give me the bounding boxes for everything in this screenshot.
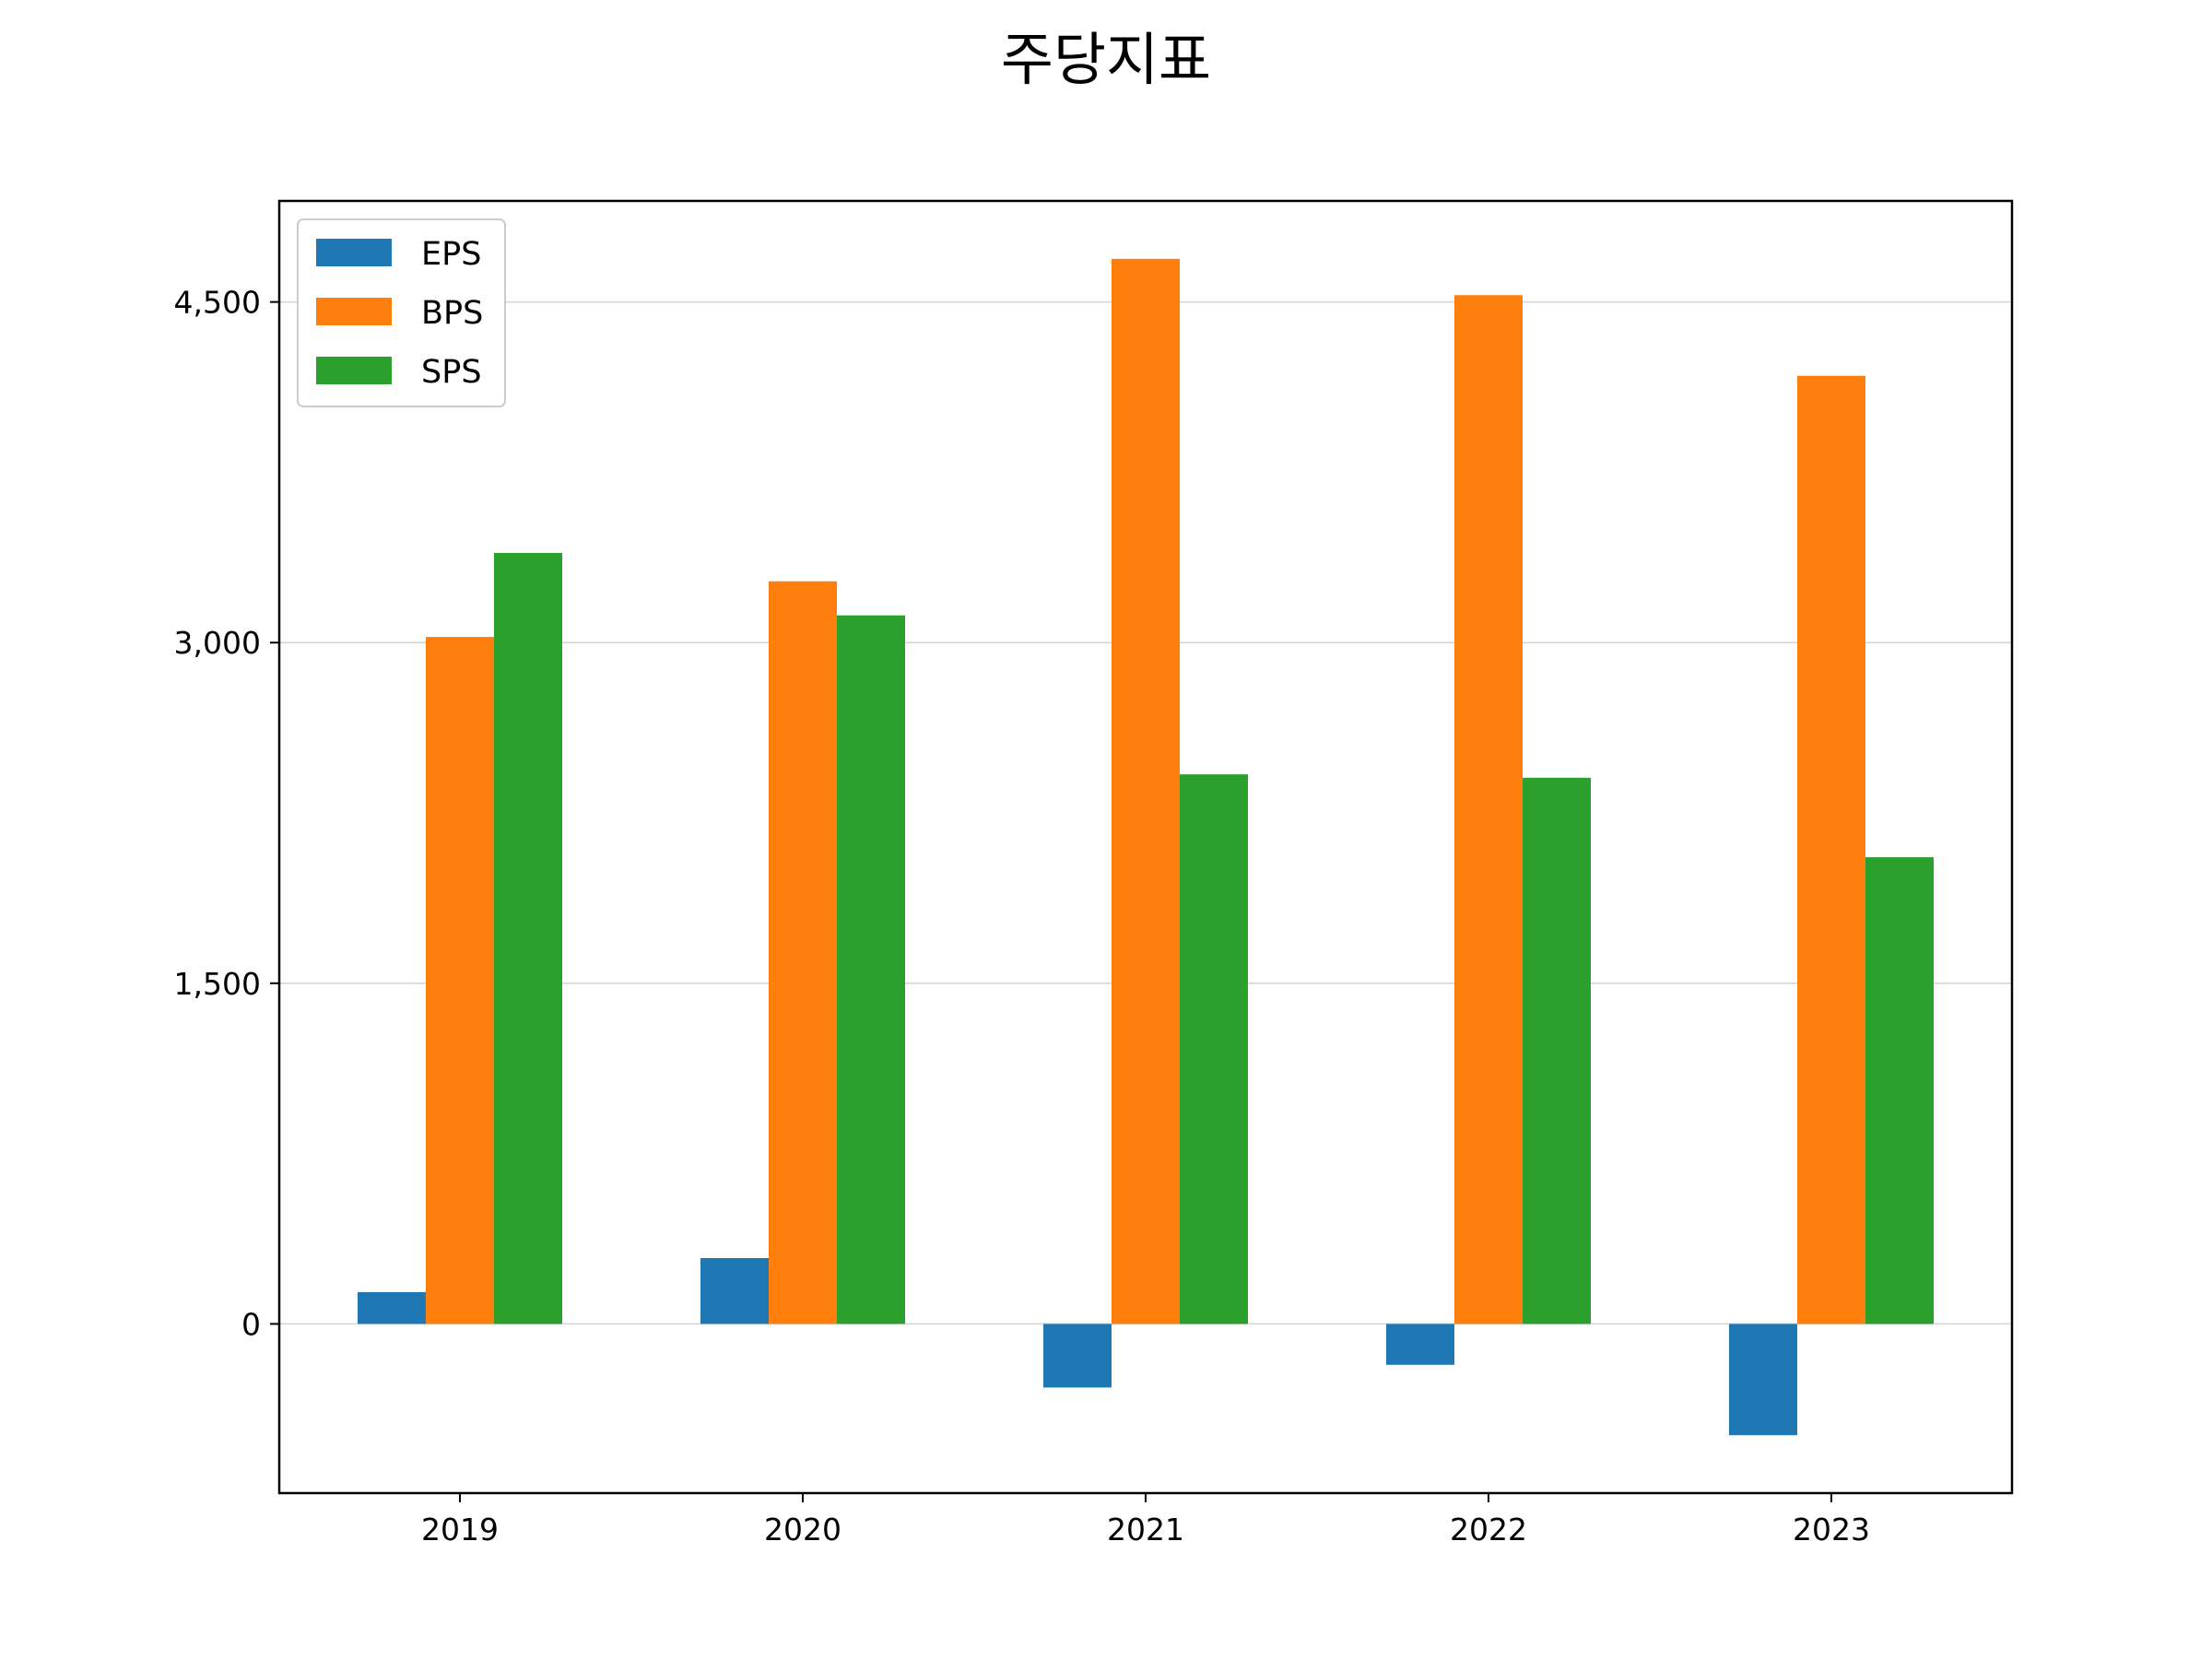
- bar-bps-2022: [1454, 295, 1523, 1324]
- y-tick-label: 1,500: [174, 966, 261, 1002]
- bar-bps-2023: [1797, 375, 1865, 1324]
- x-tick-label: 2020: [764, 1512, 841, 1547]
- bar-eps-2020: [700, 1257, 769, 1324]
- bar-sps-2019: [494, 552, 562, 1324]
- bar-eps-2019: [358, 1291, 426, 1324]
- x-tick-label: 2022: [1450, 1512, 1527, 1547]
- legend-swatch-bps: [316, 298, 392, 325]
- bar-bps-2019: [426, 637, 494, 1324]
- bar-bps-2021: [1112, 258, 1180, 1324]
- x-axis: 2019 2020 2021 2022 2023: [421, 1493, 1870, 1547]
- bars: [358, 258, 1934, 1436]
- y-axis: 0 1,500 3,000 4,500: [174, 285, 279, 1342]
- bar-eps-2021: [1043, 1324, 1112, 1388]
- y-tick-label: 3,000: [174, 625, 261, 661]
- bar-sps-2020: [837, 615, 905, 1324]
- y-tick-label: 4,500: [174, 285, 261, 321]
- bar-bps-2020: [769, 581, 837, 1324]
- legend[interactable]: EPS BPS SPS: [297, 218, 506, 407]
- x-tick-label: 2023: [1793, 1512, 1870, 1547]
- y-tick-label: 0: [241, 1306, 261, 1342]
- plot-frame: [277, 199, 2014, 1495]
- bar-sps-2022: [1523, 777, 1591, 1324]
- legend-swatch-eps: [316, 239, 392, 266]
- bar-sps-2021: [1180, 774, 1248, 1324]
- legend-label-sps: SPS: [421, 354, 482, 391]
- x-tick-label: 2019: [421, 1512, 499, 1547]
- bar-sps-2023: [1865, 857, 1934, 1324]
- bar-eps-2023: [1729, 1324, 1797, 1436]
- legend-label-bps: BPS: [421, 295, 483, 332]
- x-tick-label: 2021: [1107, 1512, 1184, 1547]
- chart-title: 주당지표: [1000, 26, 1212, 93]
- legend-swatch-sps: [316, 357, 392, 384]
- bar-eps-2022: [1386, 1324, 1454, 1365]
- legend-label-eps: EPS: [421, 236, 481, 273]
